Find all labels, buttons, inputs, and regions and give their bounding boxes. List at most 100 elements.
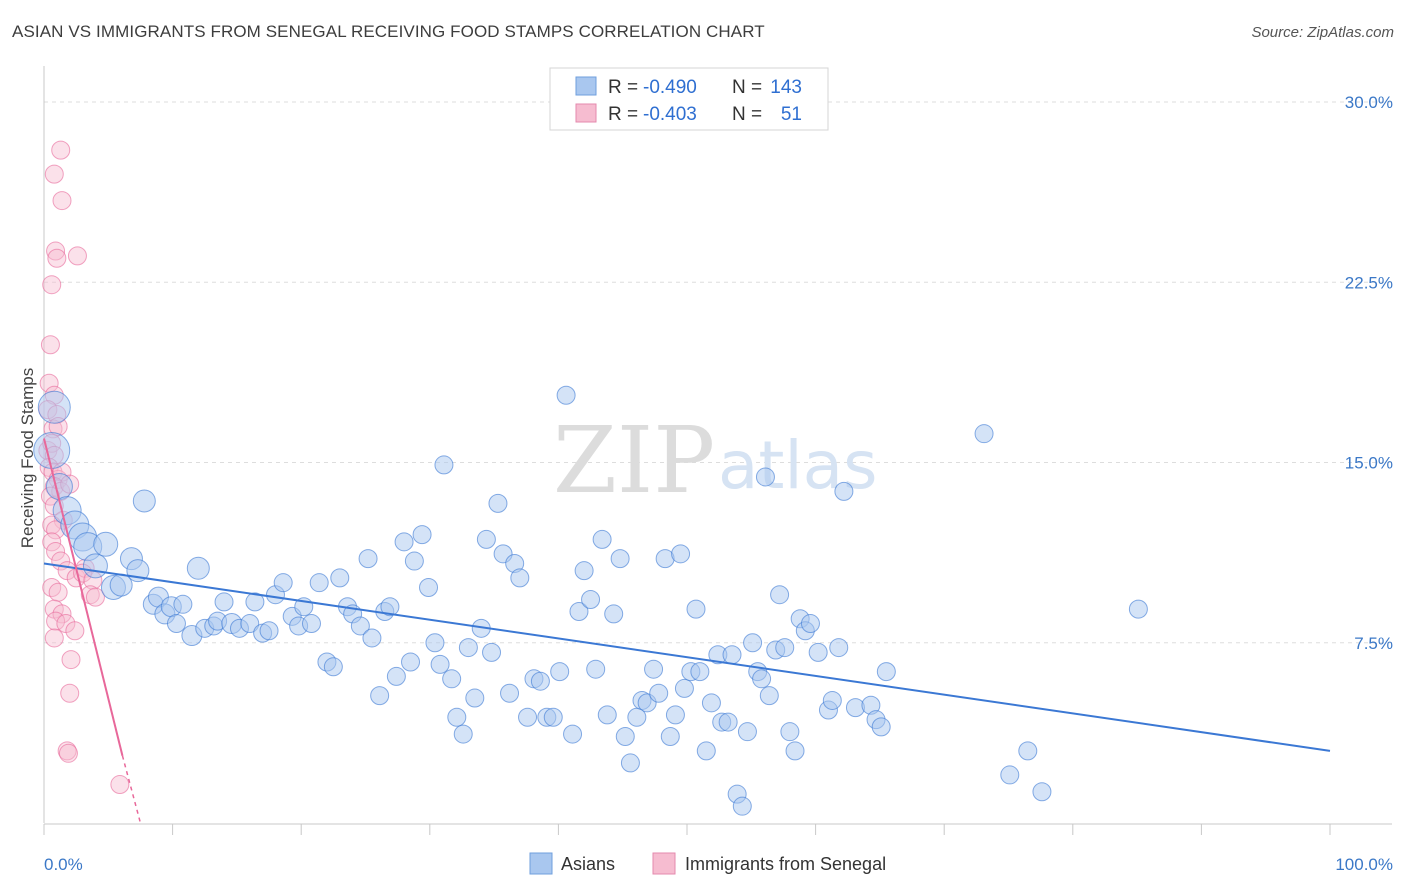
asian-point	[37, 390, 71, 424]
asian-point	[871, 717, 891, 737]
asian-point	[45, 473, 73, 501]
legend-n-value-2: 51	[781, 104, 802, 125]
asian-point	[780, 722, 800, 742]
legend-n-value-1: 143	[770, 77, 802, 98]
legend-n-label-1: N =	[732, 77, 762, 98]
senegal-point	[44, 164, 64, 184]
asian-point	[785, 741, 805, 761]
asian-point	[518, 707, 538, 727]
senegal-point	[58, 743, 78, 763]
legend-r-label-1: R =	[608, 77, 638, 98]
asian-point	[752, 669, 772, 689]
asian-point	[671, 544, 691, 564]
asian-point	[245, 592, 265, 612]
y-tick-label: 15.0%	[1345, 454, 1393, 473]
bottom-legend-asians: Asians	[561, 854, 615, 874]
asian-point	[800, 614, 820, 634]
asian-point	[665, 705, 685, 725]
senegal-trend-extension	[121, 755, 142, 824]
asian-point	[615, 726, 635, 746]
asian-point	[442, 669, 462, 689]
asian-point	[563, 724, 583, 744]
asian-point	[510, 568, 530, 588]
asian-point	[488, 493, 508, 513]
asian-point	[530, 671, 550, 691]
asian-point	[581, 590, 601, 610]
asian-points	[33, 385, 1148, 816]
legend-r-value-1: -0.490	[643, 77, 697, 98]
asian-point	[33, 432, 71, 470]
asian-point	[430, 654, 450, 674]
asian-point	[166, 614, 186, 634]
asian-point	[401, 652, 421, 672]
asian-point	[273, 573, 293, 593]
asian-point	[556, 385, 576, 405]
asian-point	[82, 553, 108, 579]
y-tick-label: 22.5%	[1345, 273, 1393, 292]
x-tick-label-max: 100.0%	[1335, 855, 1393, 874]
asian-point	[240, 614, 260, 634]
asian-point	[737, 722, 757, 742]
asian-point	[597, 705, 617, 725]
asian-point	[829, 638, 849, 658]
asian-point	[419, 577, 439, 597]
senegal-point	[52, 191, 72, 211]
asian-point	[834, 481, 854, 501]
asian-point	[404, 551, 424, 571]
chart-title: ASIAN VS IMMIGRANTS FROM SENEGAL RECEIVI…	[12, 22, 765, 41]
senegal-point	[85, 587, 105, 607]
asian-point	[808, 642, 828, 662]
senegal-point	[48, 582, 68, 602]
asian-point	[358, 549, 378, 569]
asian-point	[1128, 599, 1148, 619]
senegal-point	[52, 604, 72, 624]
senegal-point	[65, 621, 85, 641]
legend-swatch-senegal	[575, 103, 597, 123]
asian-point	[592, 529, 612, 549]
asian-point	[386, 666, 406, 686]
y-tick-labels: 7.5% 15.0% 22.5% 30.0%	[1345, 93, 1393, 653]
asian-point	[458, 638, 478, 658]
senegal-point	[80, 585, 100, 605]
x-tick-labels: 0.0% 100.0%	[44, 855, 1393, 874]
asian-point	[394, 532, 414, 552]
asian-point	[743, 633, 763, 653]
asian-point	[722, 645, 742, 665]
bottom-swatch-senegal	[652, 852, 676, 875]
asian-point	[610, 549, 630, 569]
asian-point	[453, 724, 473, 744]
asian-point	[822, 690, 842, 710]
asian-point	[649, 683, 669, 703]
senegal-point	[67, 246, 87, 266]
asian-point	[686, 599, 706, 619]
asian-point	[330, 568, 350, 588]
asian-point	[447, 707, 467, 727]
asian-point	[350, 616, 370, 636]
correlation-legend: R = -0.490 N = 143 R = -0.403 N = 51	[549, 67, 829, 131]
senegal-point	[47, 248, 67, 268]
series-legend: Asians Immigrants from Senegal	[529, 852, 886, 875]
legend-r-label-2: R =	[608, 104, 638, 125]
asian-point	[701, 693, 721, 713]
y-axis-title: Receiving Food Stamps	[18, 368, 37, 548]
senegal-point	[44, 628, 64, 648]
asian-point	[380, 597, 400, 617]
senegal-point	[51, 140, 71, 160]
watermark-zip: ZIP	[553, 407, 715, 514]
asian-point	[775, 638, 795, 658]
trend-lines	[43, 438, 1331, 824]
legend-r-value-2: -0.403	[643, 104, 697, 125]
asian-point	[644, 659, 664, 679]
asian-point	[604, 604, 624, 624]
asian-point	[412, 525, 432, 545]
asian-point	[770, 585, 790, 605]
asian-point	[550, 662, 570, 682]
asian-point	[574, 561, 594, 581]
asian-point	[755, 467, 775, 487]
senegal-point	[42, 577, 62, 597]
senegal-point	[46, 541, 66, 561]
asian-point	[370, 686, 390, 706]
asian-point	[482, 642, 502, 662]
asian-point	[500, 683, 520, 703]
asian-point	[586, 659, 606, 679]
